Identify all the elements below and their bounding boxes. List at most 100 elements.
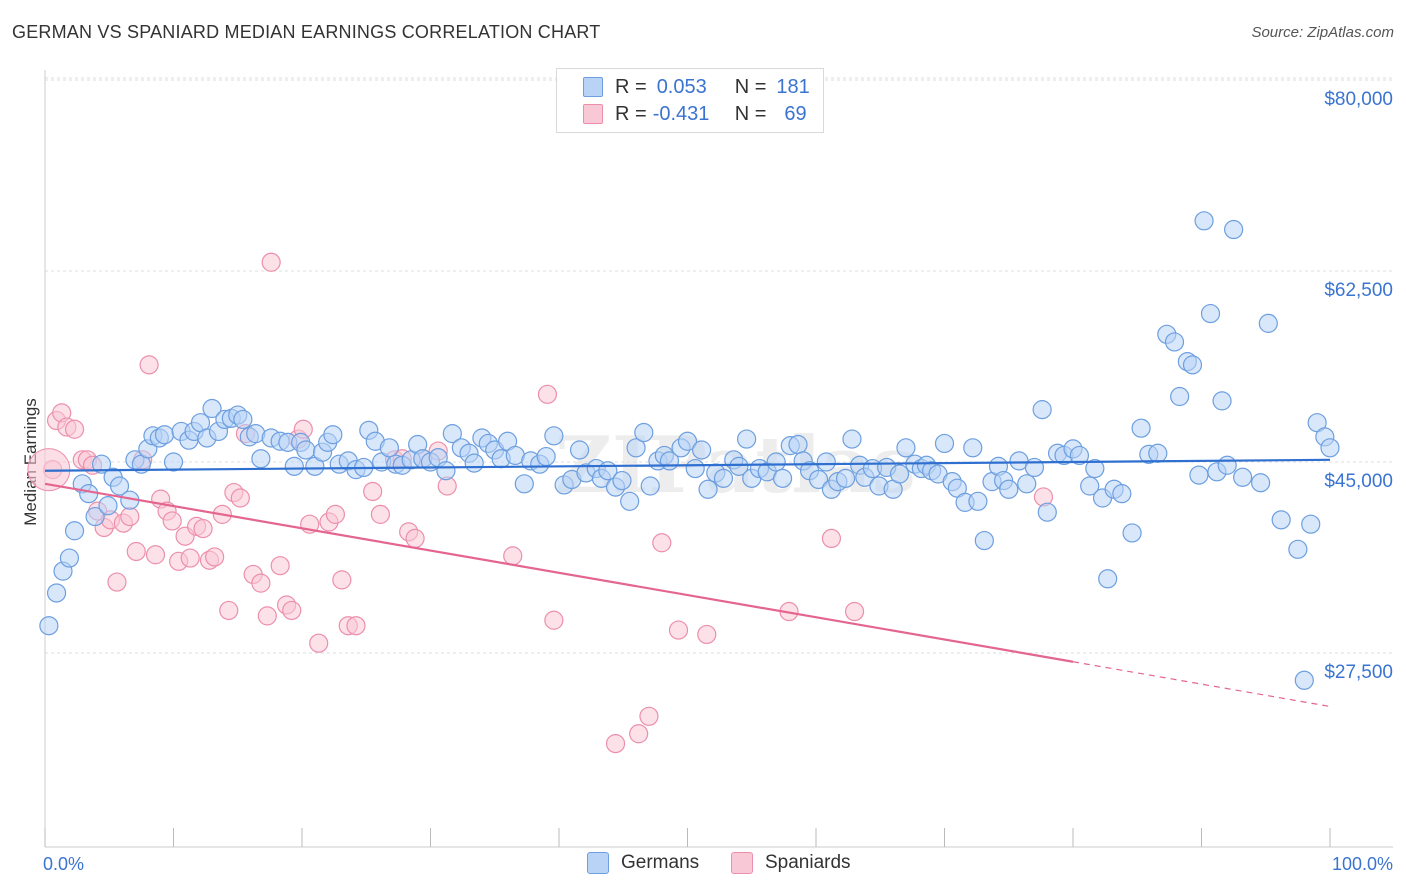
spaniard-point — [652, 533, 672, 553]
german-point — [963, 438, 983, 458]
bottom-swatch-blue — [587, 852, 609, 874]
german-point — [737, 429, 757, 449]
legend-swatch-blue — [583, 77, 603, 97]
spaniard-point — [64, 419, 85, 439]
german-point — [1182, 355, 1203, 375]
spaniard-point — [309, 633, 329, 653]
german-point — [1217, 455, 1237, 475]
spaniard-point — [639, 706, 659, 726]
german-point — [620, 491, 640, 511]
german-point — [640, 476, 660, 496]
german-point — [677, 431, 698, 451]
spaniard-point — [120, 506, 140, 527]
german-point — [1320, 438, 1340, 458]
german-point — [626, 438, 646, 458]
german-point — [1251, 473, 1271, 493]
spaniard-point — [605, 733, 626, 754]
source-label: Source: ZipAtlas.com — [1251, 24, 1394, 41]
german-point — [808, 469, 829, 490]
y-tick-label: $80,000 — [1324, 89, 1393, 110]
spaniard-trendline-extension — [1072, 661, 1331, 708]
german-point — [64, 521, 85, 541]
german-point — [698, 479, 718, 499]
german-point — [692, 440, 712, 460]
legend-n-value: 69 — [784, 102, 807, 125]
german-point — [1301, 514, 1321, 534]
german-point — [202, 398, 222, 419]
german-point — [59, 548, 80, 568]
german-point — [729, 456, 749, 476]
bottom-legend-spaniards-label: Spaniards — [765, 852, 851, 873]
bottom-legend-spaniards: Spaniards — [731, 852, 851, 874]
spaniard-point — [251, 573, 271, 593]
german-point — [974, 530, 994, 551]
german-point — [1024, 457, 1045, 478]
german-point — [835, 468, 856, 488]
german-point — [442, 424, 462, 444]
german-point — [1037, 502, 1057, 522]
german-point — [612, 470, 632, 491]
german-point — [544, 426, 564, 446]
spaniard-point — [126, 541, 146, 562]
german-point — [1294, 670, 1314, 690]
spaniard-point — [405, 528, 425, 549]
y-tick-label: $45,000 — [1324, 471, 1393, 492]
spaniard-point — [346, 616, 366, 636]
german-point — [163, 452, 184, 472]
spaniard-point — [668, 620, 689, 640]
german-point — [816, 452, 836, 472]
german-point — [536, 446, 556, 467]
german-point — [79, 484, 99, 504]
correlation-legend: R = 0.053 N = 181 R = -0.431 N = 69 — [556, 68, 824, 133]
bottom-legend-germans: Germans — [587, 852, 699, 874]
spaniard-point — [261, 252, 281, 272]
german-point — [1032, 400, 1052, 420]
spaniard-point — [282, 600, 302, 621]
german-point — [251, 449, 271, 469]
spaniard-point — [697, 624, 717, 645]
german-point — [514, 474, 534, 494]
legend-swatch-pink — [583, 104, 603, 124]
legend-r-value: -0.431 — [652, 102, 710, 125]
german-point — [1200, 303, 1221, 324]
german-point — [109, 476, 130, 496]
german-point — [788, 434, 808, 455]
german-point — [685, 458, 705, 479]
german-point — [464, 453, 484, 473]
german-point — [1085, 458, 1105, 479]
german-point — [284, 456, 304, 476]
german-point — [842, 429, 862, 449]
spaniard-point — [503, 546, 523, 566]
german-point — [889, 464, 910, 484]
german-point — [1189, 465, 1209, 485]
german-point — [1194, 211, 1214, 231]
spaniard-point — [162, 511, 182, 531]
german-point — [46, 583, 67, 603]
spaniard-point — [537, 384, 558, 404]
german-point — [1112, 484, 1132, 504]
spaniard-point — [370, 504, 390, 524]
spaniard-point — [629, 724, 649, 744]
german-point — [98, 496, 118, 516]
german-point — [1170, 386, 1190, 407]
german-point — [1080, 476, 1100, 496]
german-point — [766, 452, 786, 472]
legend-r-label: R = — [615, 102, 647, 125]
german-point — [39, 616, 59, 636]
bottom-legend-germans-label: Germans — [621, 852, 700, 873]
legend-r-value: 0.053 — [656, 75, 707, 98]
spaniard-point — [270, 556, 290, 576]
legend-r-label: R = — [615, 75, 647, 98]
german-point — [91, 454, 112, 474]
legend-row-spaniards: R = -0.431 N = 69 — [583, 101, 807, 127]
spaniard-point — [219, 600, 239, 621]
german-point — [1288, 539, 1308, 559]
legend-n-label: N = — [734, 75, 767, 98]
spaniard-point — [180, 548, 200, 568]
x-tick-label: 0.0% — [43, 854, 84, 874]
spaniard-point — [193, 518, 213, 539]
spaniard-point — [363, 481, 383, 502]
german-point — [154, 425, 175, 445]
chart-title: GERMAN VS SPANIARD MEDIAN EARNINGS CORRE… — [12, 22, 601, 42]
